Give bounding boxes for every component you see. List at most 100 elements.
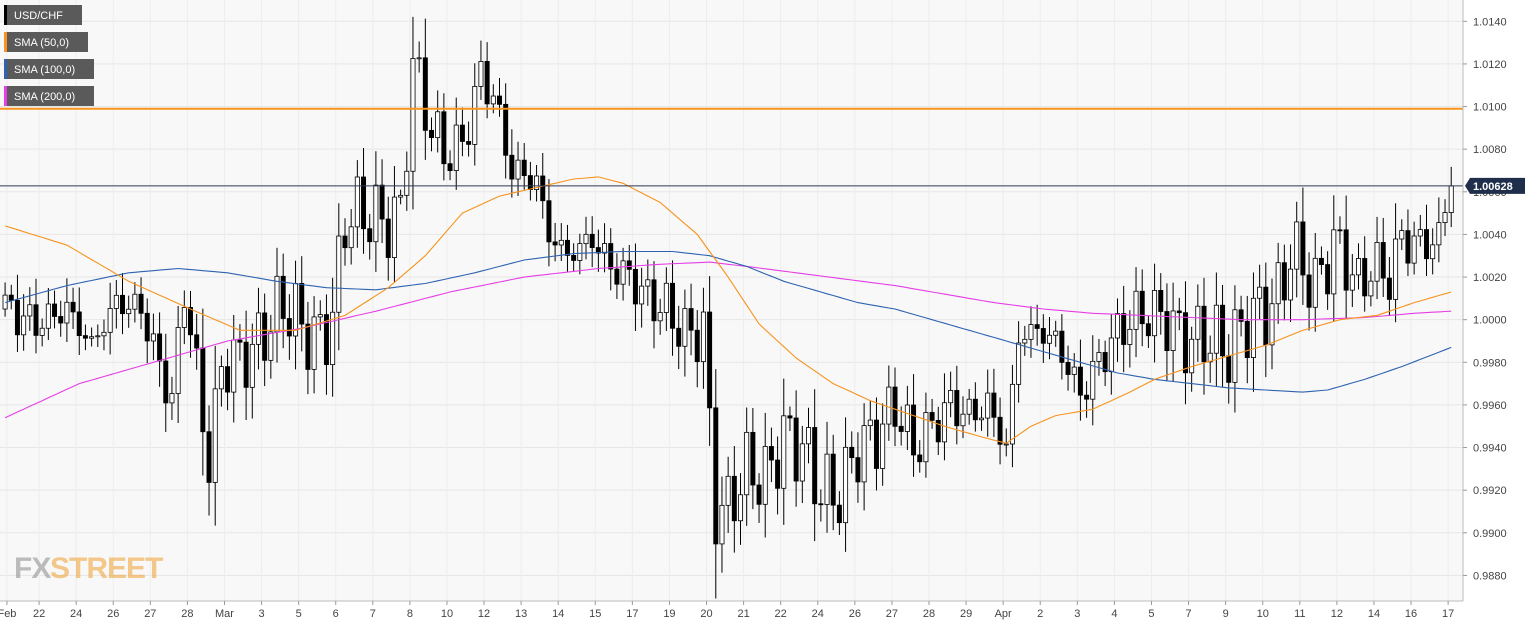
candle-bearish <box>1238 309 1244 322</box>
candle-bearish <box>1362 258 1368 297</box>
candle-bearish <box>836 504 842 524</box>
y-tick-label: 0.9960 <box>1473 400 1507 412</box>
candle-bullish <box>1275 262 1281 305</box>
candle-bearish <box>756 484 762 505</box>
candle-bearish <box>1164 311 1170 352</box>
x-tick-label: 12 <box>478 608 490 620</box>
candle-bullish <box>948 390 954 404</box>
candle-bearish <box>76 311 82 336</box>
y-tick-label: 0.9880 <box>1473 570 1507 582</box>
candle-bearish <box>1306 274 1312 308</box>
x-tick-label: 7 <box>370 608 376 620</box>
candle-bullish <box>781 415 787 489</box>
candle-bearish <box>82 335 88 339</box>
candle-bullish <box>255 312 261 345</box>
candle-bullish <box>620 260 626 285</box>
candle-bearish <box>1034 324 1040 329</box>
candle-bearish <box>1084 394 1090 400</box>
x-tick-label: 27 <box>144 608 156 620</box>
candle-bullish <box>113 294 119 309</box>
candle-bullish <box>1170 310 1176 352</box>
x-tick-label: 8 <box>407 608 413 620</box>
candle-bearish <box>787 415 793 419</box>
x-tick-label: 24 <box>70 608 82 620</box>
candle-bullish <box>1312 257 1318 308</box>
candle-bullish <box>985 392 991 419</box>
candle-bullish <box>107 308 113 333</box>
x-tick-label: 27 <box>886 608 898 620</box>
candle-bearish <box>1318 257 1324 265</box>
legend-item-box <box>4 32 88 52</box>
candle-bullish <box>317 314 323 318</box>
candle-bullish <box>126 308 132 315</box>
plot-background <box>0 0 1463 601</box>
logo-part1: FX <box>14 552 51 585</box>
candle-bullish <box>1393 238 1399 300</box>
candle-bullish <box>515 159 521 180</box>
candle-bearish <box>972 398 978 421</box>
candle-bearish <box>1263 286 1269 346</box>
candle-bullish <box>293 283 299 337</box>
candle-bearish <box>713 407 719 545</box>
candles <box>2 16 1454 599</box>
candle-bearish <box>1244 320 1250 358</box>
candle-bearish <box>1337 229 1343 232</box>
x-tick-label: 12 <box>1331 608 1343 620</box>
x-axis: Feb 22 24 26 27 28 Mar 3 5 6 7 8 10 12 13 14 15 17 19 20 21 2… <box>0 601 1454 620</box>
candle-bearish <box>447 163 453 171</box>
candle-bullish <box>682 308 688 347</box>
candle-bullish <box>1232 309 1238 383</box>
y-tick-label: 0.9980 <box>1473 357 1507 369</box>
candle-bearish <box>206 431 212 483</box>
candle-bearish <box>898 425 904 432</box>
candle-bearish <box>262 312 268 361</box>
legend-swatch <box>4 5 7 25</box>
x-tick-label: 2 <box>1037 608 1043 620</box>
candle-bearish <box>503 103 509 156</box>
candle-bearish <box>997 416 1003 445</box>
candle-bullish <box>639 285 645 305</box>
candle-bearish <box>1325 264 1331 295</box>
candle-bearish <box>768 446 774 461</box>
candle-bullish <box>1207 352 1213 363</box>
candle-bearish <box>911 404 917 456</box>
x-tick-label: Mar <box>215 608 234 620</box>
x-tick-label: 7 <box>1185 608 1191 620</box>
candle-bearish <box>342 235 348 249</box>
candle-bullish <box>89 336 95 339</box>
sma-50-line <box>4 176 1452 444</box>
candle-bearish <box>280 275 286 319</box>
candle-bullish <box>1108 337 1114 373</box>
candle-bullish <box>354 176 360 228</box>
candle-bullish <box>398 194 404 198</box>
candle-bullish <box>886 386 892 425</box>
candle-bullish <box>1127 328 1133 345</box>
candle-bullish <box>410 58 416 172</box>
candle-bearish <box>540 175 546 202</box>
candle-bullish <box>1133 290 1139 330</box>
sma-100-line <box>4 250 1452 393</box>
candle-bullish <box>478 61 484 87</box>
candle-bearish <box>1139 290 1145 325</box>
candle-bearish <box>775 459 781 489</box>
candle-bearish <box>1380 242 1386 279</box>
candle-bullish <box>132 293 138 310</box>
candle-bullish <box>744 431 750 496</box>
y-tick-label: 0.9940 <box>1473 443 1507 455</box>
x-tick-label: Apr <box>995 608 1012 620</box>
candle-bearish <box>1077 366 1083 396</box>
price-label-text: 1.00628 <box>1473 181 1513 193</box>
candle-bullish <box>602 243 608 254</box>
y-tick-label: 1.0040 <box>1473 229 1507 241</box>
legend: USD/CHF SMA (50,0) SMA (100,0) SMA (200,0) <box>4 5 94 106</box>
candle-bearish <box>58 316 64 324</box>
x-tick-label: 14 <box>552 608 564 620</box>
candle-bullish <box>1071 366 1077 375</box>
x-tick-label: 26 <box>849 608 861 620</box>
candle-bullish <box>45 303 51 329</box>
candle-bearish <box>1040 328 1046 344</box>
candle-bearish <box>120 294 125 315</box>
candle-bullish <box>1096 352 1102 362</box>
legend-item-label: SMA (100,0) <box>14 64 75 76</box>
candle-bearish <box>385 218 391 258</box>
